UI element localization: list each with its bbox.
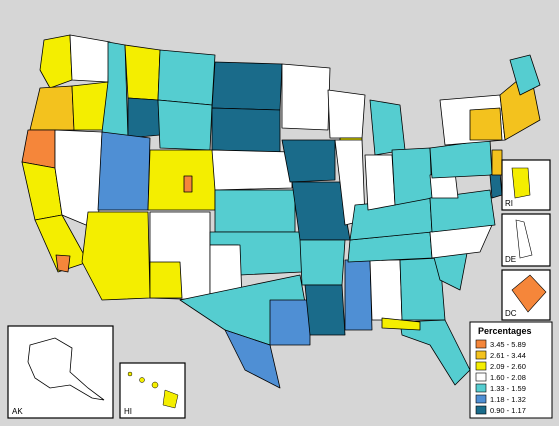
region-wa-east — [69, 34, 111, 83]
legend-label: 0.90 - 1.17 — [490, 406, 526, 415]
region-az — [81, 211, 151, 301]
region-fl-yellow — [381, 317, 421, 331]
inset-label-hi: HI — [124, 407, 132, 416]
region-ia — [281, 139, 336, 183]
ri-shape — [511, 167, 531, 199]
dc-inset: DC — [501, 269, 551, 321]
legend-label: 1.18 - 1.32 — [490, 395, 526, 404]
legend-swatch — [475, 361, 487, 371]
region-me — [509, 54, 541, 96]
de-shape — [515, 219, 533, 259]
legend-label: 2.61 - 3.44 — [490, 351, 526, 360]
region-or-west — [29, 85, 75, 131]
region-ne — [211, 149, 293, 191]
region-wi — [327, 89, 366, 139]
region-wy — [127, 97, 161, 139]
region-mt-west — [124, 44, 161, 101]
inset-label-ri: RI — [505, 199, 513, 208]
legend-label: 1.60 - 2.08 — [490, 373, 526, 382]
region-wa-west — [39, 34, 73, 89]
region-nm-south — [149, 261, 183, 299]
region-la — [304, 284, 346, 336]
region-mn — [281, 63, 331, 131]
legend-label: 3.45 - 5.89 — [490, 340, 526, 349]
legend-swatch — [475, 394, 487, 404]
inset-label-dc: DC — [505, 309, 517, 318]
hawaii-inset: HI — [119, 362, 186, 419]
legend-swatch — [475, 372, 487, 382]
legend-swatch — [475, 339, 487, 349]
alaska-shape — [27, 337, 105, 401]
legend-swatch — [475, 405, 487, 415]
region-ny-yellow — [469, 107, 503, 141]
region-co — [147, 149, 216, 211]
region-sd — [211, 107, 281, 153]
legend-swatch — [475, 350, 487, 360]
ri-inset: RI — [501, 159, 551, 211]
region-ks — [214, 189, 296, 233]
region-ca-north — [21, 129, 56, 169]
alaska-inset: AK — [7, 325, 114, 419]
region-va — [429, 189, 496, 233]
inset-label-de: DE — [505, 255, 516, 264]
region-mt-east — [157, 49, 216, 106]
region-ca-la — [55, 254, 71, 273]
de-inset: DE — [501, 213, 551, 267]
dc-shape — [511, 274, 547, 313]
region-al — [369, 259, 403, 321]
region-co-denver — [183, 175, 193, 193]
region-nd — [211, 61, 283, 111]
region-tx-east — [269, 299, 311, 346]
hawaii-island-big — [162, 389, 179, 409]
inset-label-ak: AK — [12, 407, 23, 416]
hawaii-island-kauai — [127, 371, 133, 377]
region-md — [489, 171, 503, 199]
region-wy-east — [157, 99, 213, 151]
region-or-east — [71, 81, 109, 131]
mainland-map — [21, 34, 541, 389]
region-nj — [491, 149, 503, 176]
region-oh — [391, 147, 433, 206]
region-ms — [344, 259, 373, 331]
legend-swatch — [475, 383, 487, 393]
region-nv — [54, 129, 103, 231]
region-tx-south — [224, 329, 281, 389]
region-in — [364, 154, 396, 211]
region-ut — [97, 131, 151, 211]
legend: Percentages 3.45 - 5.89 2.61 - 3.44 2.09 -… — [469, 321, 553, 419]
region-ar — [299, 239, 346, 286]
region-mi — [369, 99, 406, 156]
region-pa — [429, 139, 493, 179]
legend-label: 1.33 - 1.59 — [490, 384, 526, 393]
hawaii-island-maui — [151, 381, 159, 389]
legend-label: 2.09 - 2.60 — [490, 362, 526, 371]
region-fl — [399, 319, 471, 386]
hawaii-island-oahu — [139, 377, 145, 383]
legend-title: Percentages — [478, 326, 532, 336]
